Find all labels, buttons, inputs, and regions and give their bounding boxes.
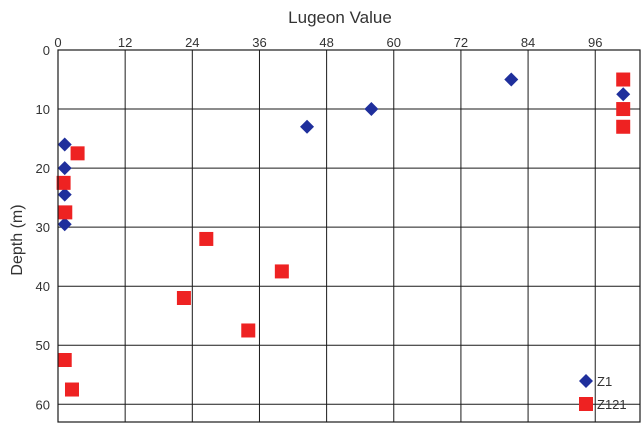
y-tick-label: 40 bbox=[36, 279, 50, 294]
x-tick-label: 24 bbox=[185, 35, 199, 50]
data-point-z121-6 bbox=[199, 231, 214, 246]
data-point-z121-10 bbox=[57, 353, 72, 367]
x-tick-label: 36 bbox=[252, 35, 266, 50]
x-axis-title: Lugeon Value bbox=[288, 8, 392, 27]
grid-layer bbox=[57, 49, 640, 422]
data-point-z121-8 bbox=[176, 291, 191, 305]
data-point-z121-2 bbox=[616, 119, 631, 134]
data-point-z1-7 bbox=[57, 217, 72, 232]
legend-marker-z1 bbox=[579, 374, 593, 388]
data-point-z121-3 bbox=[70, 146, 85, 161]
tick-labels: 0 12 24 36 48 60 72 84 96 0 10 20 30 40 50 60 bbox=[36, 35, 603, 412]
x-tick-label: 12 bbox=[118, 35, 132, 50]
legend: Z1 Z121 bbox=[579, 374, 627, 412]
data-point-z121-7 bbox=[274, 264, 289, 279]
x-tick-label: 72 bbox=[454, 35, 468, 50]
y-axis-title: Depth (m) bbox=[9, 204, 26, 275]
data-point-z121-9 bbox=[241, 323, 256, 338]
x-tick-label: 60 bbox=[387, 35, 401, 50]
data-point-z1-3 bbox=[300, 119, 315, 134]
data-point-z121-11 bbox=[64, 382, 79, 397]
legend-label-z121: Z121 bbox=[597, 397, 627, 412]
x-tick-label: 84 bbox=[521, 35, 535, 50]
data-point-z1-4 bbox=[57, 137, 72, 152]
data-point-z121-1 bbox=[616, 102, 631, 117]
data-point-z1-0 bbox=[504, 72, 519, 87]
legend-label-z1: Z1 bbox=[597, 374, 612, 389]
legend-marker-z121 bbox=[579, 397, 593, 411]
data-point-z1-6 bbox=[57, 187, 72, 202]
data-point-z121-5 bbox=[58, 205, 73, 220]
x-tick-label: 96 bbox=[588, 35, 602, 50]
plot-frame bbox=[57, 49, 641, 423]
y-tick-label: 30 bbox=[36, 220, 50, 235]
y-tick-label: 20 bbox=[36, 161, 50, 176]
data-point-z1-1 bbox=[616, 87, 631, 102]
y-tick-label: 10 bbox=[36, 102, 50, 117]
data-point-z121-4 bbox=[56, 175, 71, 190]
x-tick-label: 48 bbox=[319, 35, 333, 50]
data-point-z1-2 bbox=[364, 102, 379, 117]
y-tick-label: 0 bbox=[43, 43, 50, 58]
data-point-z1-5 bbox=[57, 161, 72, 176]
data-markers bbox=[56, 72, 631, 397]
y-tick-label: 60 bbox=[36, 397, 50, 412]
y-tick-label: 50 bbox=[36, 338, 50, 353]
data-point-z121-0 bbox=[616, 72, 631, 87]
x-tick-label: 0 bbox=[54, 35, 61, 50]
